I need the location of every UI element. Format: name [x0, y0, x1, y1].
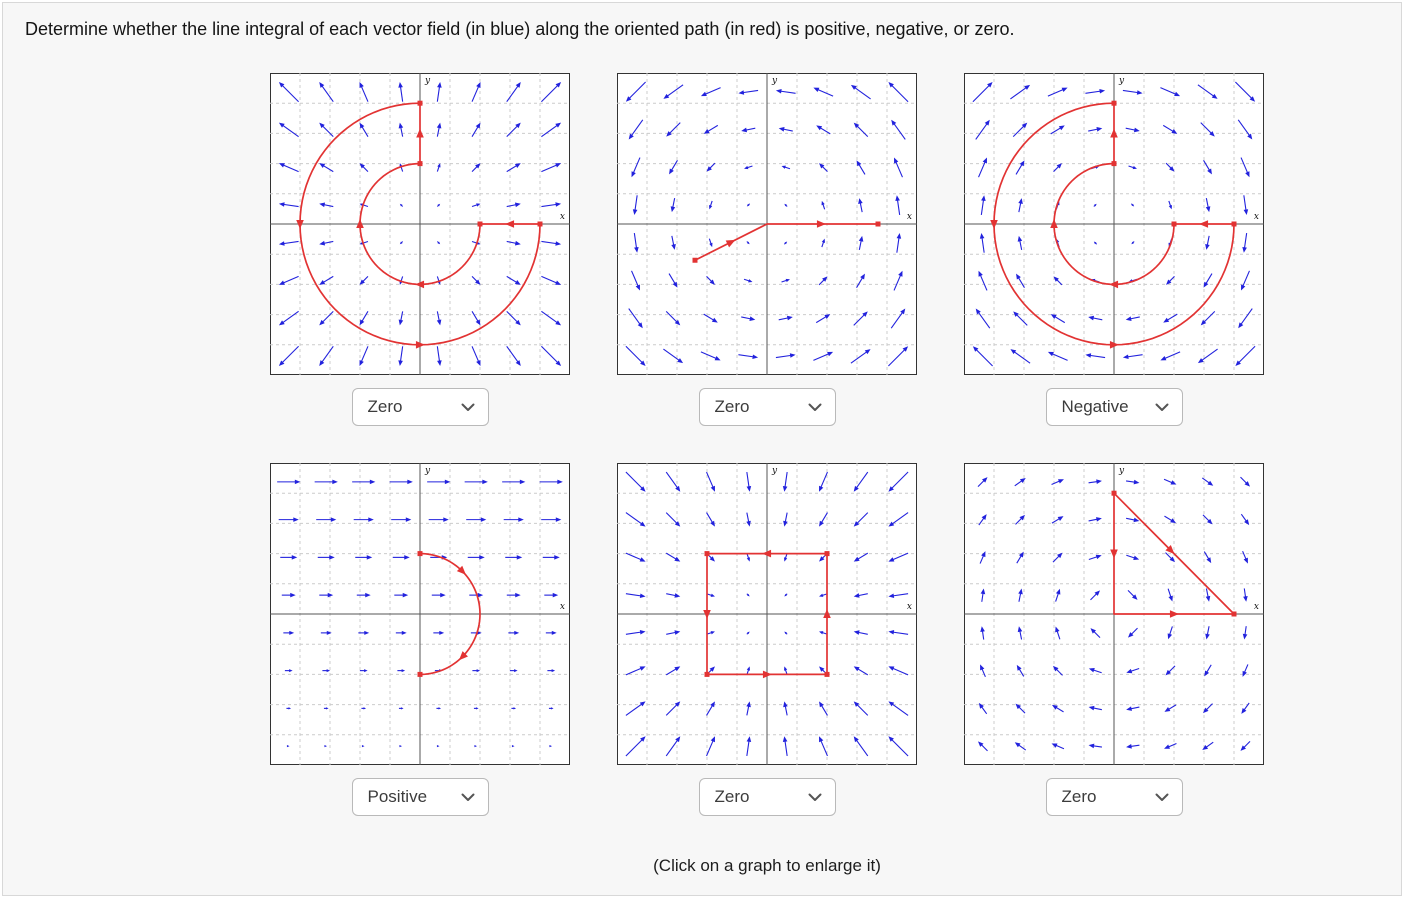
svg-text:x: x — [1254, 212, 1259, 222]
vector-field-graph-2[interactable]: yx — [617, 73, 917, 375]
answer-dropdown-3[interactable]: Negative — [1045, 388, 1183, 426]
selected-answer-1: Zero — [367, 397, 403, 416]
answer-dropdown-4[interactable]: Positive — [351, 778, 489, 816]
svg-text:x: x — [907, 212, 912, 222]
question-text: Determine whether the line integral of e… — [25, 19, 1015, 39]
svg-text:y: y — [771, 466, 778, 476]
chevron-down-icon — [1155, 793, 1168, 801]
vector-field-graph-1[interactable]: yx — [270, 73, 570, 375]
chevron-down-icon — [461, 793, 474, 801]
answer-dropdown-2[interactable]: Zero — [698, 388, 836, 426]
selected-answer-5: Zero — [714, 787, 750, 806]
chevron-down-icon — [461, 403, 474, 411]
svg-text:x: x — [1254, 602, 1259, 612]
svg-text:y: y — [424, 466, 431, 476]
vector-field-graph-4[interactable]: yx — [270, 463, 570, 765]
answer-dropdown-5[interactable]: Zero — [698, 778, 836, 816]
answer-dropdown-1[interactable]: Zero — [351, 388, 489, 426]
selected-answer-6: Zero — [1061, 787, 1097, 806]
vector-field-graph-6[interactable]: yx — [964, 463, 1264, 765]
selected-answer-3: Negative — [1061, 397, 1129, 416]
vector-field-graph-3[interactable]: yx — [964, 73, 1264, 375]
svg-text:x: x — [560, 602, 565, 612]
selected-answer-2: Zero — [714, 397, 750, 416]
selected-answer-4: Positive — [367, 787, 428, 806]
answer-dropdown-6[interactable]: Zero — [1045, 778, 1183, 816]
svg-text:y: y — [1118, 466, 1125, 476]
enlarge-hint: (Click on a graph to enlarge it) — [653, 856, 881, 875]
svg-text:x: x — [560, 212, 565, 222]
svg-text:y: y — [1118, 76, 1125, 86]
svg-text:y: y — [771, 76, 778, 86]
svg-text:x: x — [907, 602, 912, 612]
chevron-down-icon — [808, 403, 821, 411]
vector-field-graph-5[interactable]: yx — [617, 463, 917, 765]
svg-text:y: y — [424, 76, 431, 86]
chevron-down-icon — [1155, 403, 1168, 411]
chevron-down-icon — [808, 793, 821, 801]
